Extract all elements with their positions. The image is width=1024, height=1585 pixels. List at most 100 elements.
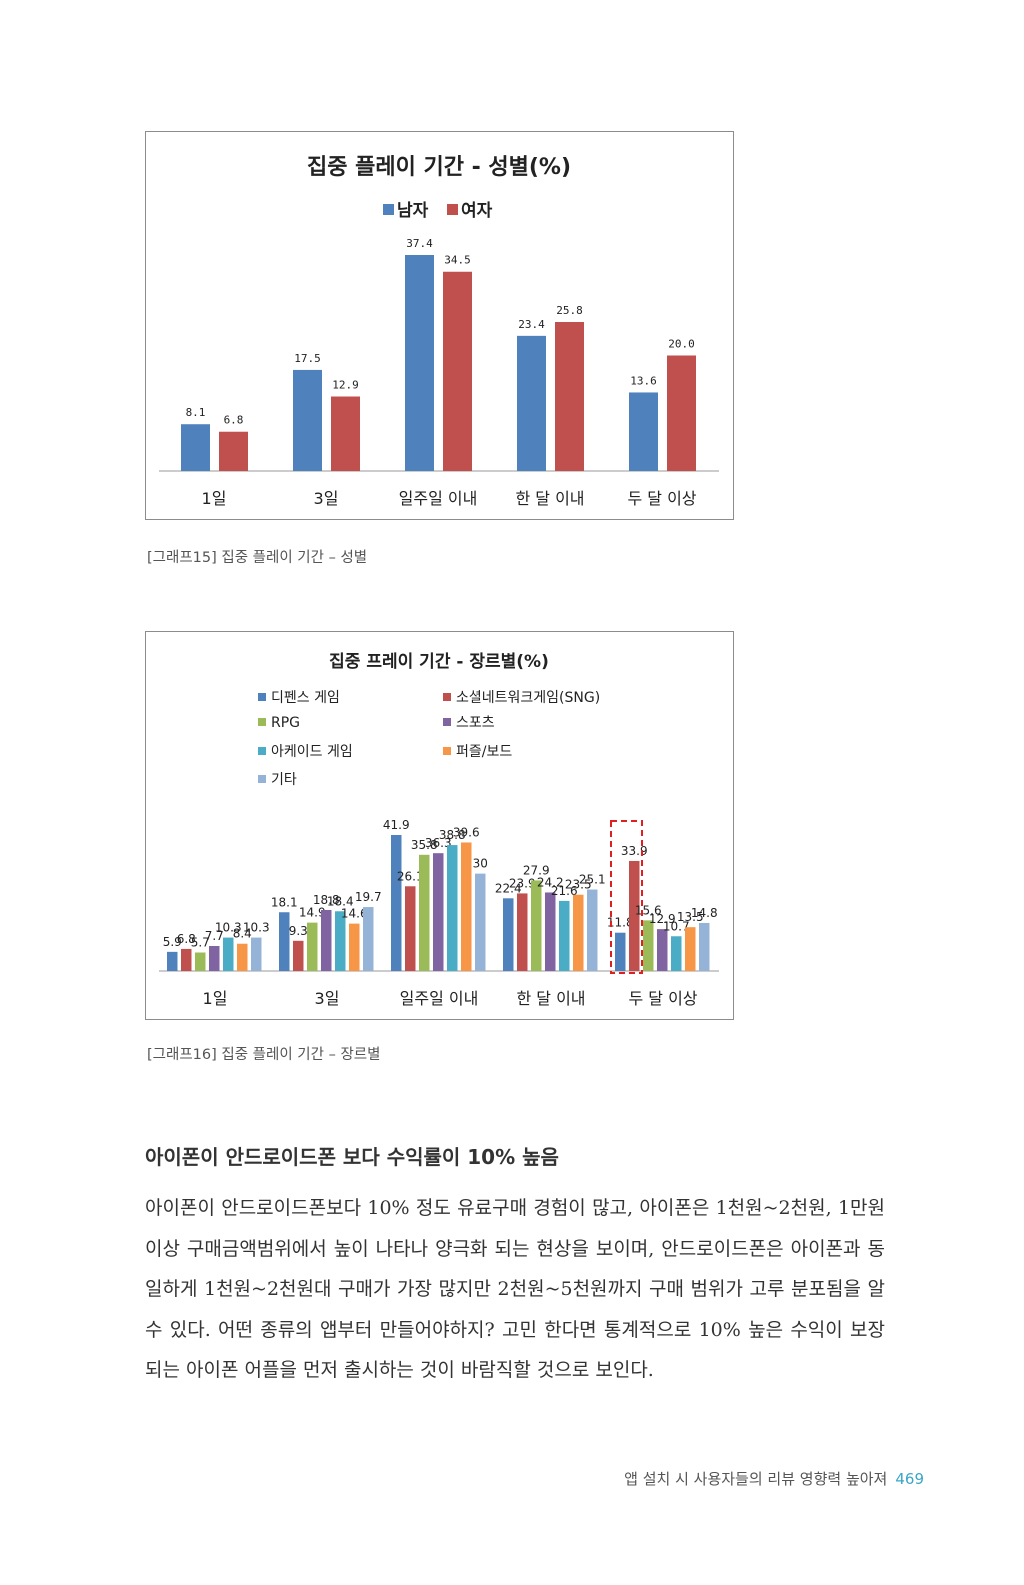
bar-label-0-3: 22.4 [495,881,522,895]
bar-3-4 [657,929,668,971]
x-tick-2: 일주일 이내 [399,489,478,508]
bar-1-4 [667,355,696,471]
bar-label-1-1: 12.9 [332,378,359,391]
bar-label-1-3: 25.8 [556,304,583,317]
page-footer: 앱 설치 시 사용자들의 리뷰 영향력 높아져 469 [624,1468,924,1489]
bar-0-2 [405,255,434,471]
bar-label-2-3: 27.9 [523,863,550,877]
x-tick-0: 1일 [202,489,227,508]
legend-swatch-5 [443,747,451,755]
bar-2-0 [195,952,206,971]
bar-label-2-0: 5.7 [191,935,210,949]
bar-0-4 [629,392,658,471]
x-tick-3: 한 달 이내 [516,989,585,1008]
bar-label-4-1: 18.4 [327,894,354,908]
bar-4-2 [447,845,458,971]
bar-6-4 [699,922,710,971]
bar-label-0-4: 13.6 [630,374,657,387]
bar-1-0 [181,948,192,971]
genre-chart: 집중 프레이 기간 - 장르별(%) 디펜스 게임 소셜네트워크게임(SNG) RPG… [145,631,734,1020]
gender-chart: 집중 플레이 기간 - 성별(%) 남자 여자 8.1 6.8 1일 17.5 12.9 3일 3… [145,131,734,520]
bar-label-2-2: 35.8 [411,838,438,852]
bar-label-0-1: 18.1 [271,895,298,909]
bar-0-2 [391,835,402,971]
bar-label-2-1: 14.9 [299,906,326,920]
legend-swatch-6 [258,775,266,783]
legend-swatch-1 [443,693,451,701]
bar-label-1-3: 23.9 [509,876,536,890]
bar-2-3 [531,880,542,971]
bar-5-2 [461,842,472,971]
bar-label-1-2: 34.5 [444,254,471,267]
bar-label-1-0: 6.8 [224,414,244,427]
legend-label-4: 아케이드 게임 [271,744,353,760]
gender-chart-svg: 집중 플레이 기간 - 성별(%) 남자 여자 8.1 6.8 1일 17.5 12.9 3일 3… [159,155,719,508]
footer-text: 앱 설치 시 사용자들의 리뷰 영향력 높아져 [624,1470,888,1488]
bar-label-3-4: 12.9 [649,912,676,926]
bar-4-3 [559,900,570,971]
bar-3-3 [545,892,556,971]
page-number: 469 [895,1470,924,1488]
bar-label-6-4: 14.8 [691,906,718,920]
chart-title: 집중 프레이 기간 - 장르별(%) [329,652,549,672]
legend-swatch-4 [258,747,266,755]
bar-6-1 [363,907,374,971]
graph16-caption: [그래프16] 집중 플레이 기간 – 장르별 [147,1047,381,1063]
bar-label-6-1: 19.7 [355,890,382,904]
bar-4-1 [335,911,346,971]
bar-5-3 [573,894,584,971]
bar-label-0-3: 23.4 [518,318,545,331]
chart-title: 집중 플레이 기간 - 성별(%) [307,155,571,180]
x-tick-4: 두 달 이상 [628,989,697,1008]
bar-6-0 [251,937,262,971]
x-tick-1: 3일 [314,489,339,508]
bar-0-0 [167,951,178,971]
bar-label-0-0: 5.9 [163,935,182,949]
section-title: 아이폰이 안드로이드폰 보다 수익률이 10% 높음 [145,1145,559,1169]
bar-label-0-1: 17.5 [294,352,321,365]
bar-label-0-2: 41.9 [383,818,410,832]
bar-label-5-0: 8.4 [233,927,252,941]
genre-chart-svg: 집중 프레이 기간 - 장르별(%) 디펜스 게임 소셜네트워크게임(SNG) RPG… [159,652,719,1008]
bar-label-6-2: 30 [473,857,488,871]
bar-0-4 [615,932,626,971]
bar-1-0 [219,431,248,471]
legend-label-5: 퍼즐/보드 [456,744,512,760]
bar-label-3-2: 36.3 [425,836,452,850]
legend-label-3: 스포츠 [456,715,495,731]
bar-label-1-4: 33.9 [621,844,648,858]
bar-1-1 [331,396,360,471]
bar-label-3-1: 18.8 [313,893,340,907]
legend-label-6: 기타 [271,772,297,788]
legend-label-1: 소셜네트워크게임(SNG) [456,690,600,706]
x-tick-2: 일주일 이내 [400,989,479,1008]
bar-3-1 [321,909,332,971]
x-tick-3: 한 달 이내 [515,489,584,508]
bar-4-0 [223,937,234,971]
bar-5-1 [349,923,360,971]
bar-label-3-3: 24.2 [537,875,564,889]
bar-5-4 [685,927,696,971]
bar-2-4 [643,920,654,971]
bar-1-3 [555,321,584,471]
bar-label-4-4: 10.7 [663,919,690,933]
legend-label-0: 남자 [397,201,429,221]
bar-3-0 [209,946,220,971]
bar-1-2 [405,886,416,971]
bar-label-5-4: 13.5 [677,910,704,924]
legend-swatch-1 [447,204,458,215]
x-tick-0: 1일 [203,989,228,1008]
graph15-caption: [그래프15] 집중 플레이 기간 – 성별 [147,550,368,566]
bar-label-3-0: 7.7 [205,929,224,943]
bar-label-4-2: 38.8 [439,828,466,842]
legend-label-2: RPG [271,715,300,731]
x-tick-4: 두 달 이상 [627,489,696,508]
bar-label-6-0: 10.3 [243,921,270,935]
bar-4-4 [671,936,682,971]
legend-label-0: 디펜스 게임 [271,690,340,706]
bar-label-1-4: 20.0 [668,337,695,350]
bar-5-0 [237,943,248,971]
bar-0-1 [279,912,290,971]
legend-swatch-2 [258,718,266,726]
bar-label-0-4: 11.8 [607,916,634,930]
